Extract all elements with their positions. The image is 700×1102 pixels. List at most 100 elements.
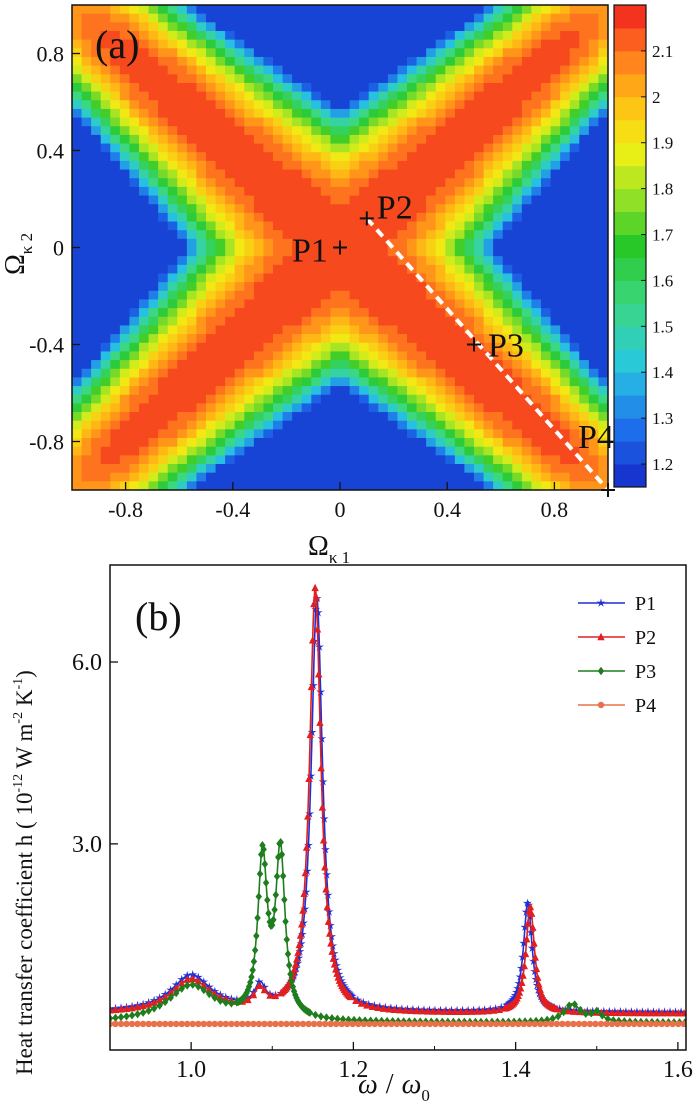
heatmap-cell bbox=[206, 39, 217, 49]
heatmap-cell bbox=[493, 282, 504, 292]
heatmap-cell bbox=[215, 169, 226, 179]
heatmap-cell bbox=[531, 316, 542, 327]
heatmap-cell bbox=[91, 455, 102, 465]
series-marker bbox=[458, 1005, 467, 1015]
heatmap-cell bbox=[206, 212, 217, 223]
heatmap-cell bbox=[129, 360, 140, 370]
heatmap-cell bbox=[234, 420, 245, 430]
heatmap-cell bbox=[167, 273, 178, 283]
heatmap-cell bbox=[340, 48, 351, 58]
heatmap-cell bbox=[196, 117, 207, 127]
series-marker bbox=[156, 1001, 163, 1010]
heatmap-cell bbox=[225, 299, 236, 309]
heatmap-cell bbox=[531, 273, 542, 283]
series-marker bbox=[317, 734, 327, 743]
heatmap-cell bbox=[330, 368, 341, 379]
heatmap-cell bbox=[426, 429, 437, 439]
heatmap-cell bbox=[186, 290, 198, 301]
heatmap-cell bbox=[502, 472, 513, 482]
heatmap-cell bbox=[330, 481, 341, 490]
series-marker bbox=[144, 1000, 153, 1008]
heatmap-cell bbox=[320, 446, 332, 456]
heatmap-cell bbox=[167, 74, 178, 84]
heatmap-cell bbox=[359, 290, 370, 301]
heatmap-cell bbox=[139, 160, 150, 171]
heatmap-cell bbox=[273, 377, 284, 387]
heatmap-cell bbox=[407, 39, 418, 49]
heatmap-cell bbox=[579, 429, 590, 439]
heatmap-cell bbox=[263, 56, 274, 67]
heatmap-cell bbox=[100, 178, 111, 188]
heatmap-cell bbox=[598, 299, 608, 309]
heatmap-cell bbox=[454, 273, 466, 283]
heatmap-cell bbox=[579, 178, 590, 188]
heatmap-cell bbox=[340, 325, 351, 335]
heatmap-cell bbox=[416, 351, 427, 361]
heatmap-cell bbox=[512, 342, 523, 353]
heatmap-cell bbox=[426, 299, 437, 309]
heatmap-cell bbox=[454, 481, 466, 490]
heatmap-cell bbox=[445, 412, 456, 422]
heatmap-cell bbox=[206, 429, 217, 439]
heatmap-cell bbox=[569, 481, 580, 490]
heatmap-cell bbox=[72, 65, 83, 75]
heatmap-cell bbox=[397, 30, 408, 41]
heatmap-cell bbox=[416, 299, 427, 309]
heatmap-cell bbox=[292, 169, 303, 179]
heatmap-cell bbox=[206, 221, 217, 231]
heatmap-cell bbox=[588, 221, 600, 231]
heatmap-cell bbox=[598, 126, 608, 136]
heatmap-cell bbox=[521, 169, 533, 179]
heatmap-cell bbox=[550, 334, 561, 344]
heatmap-cell bbox=[119, 308, 131, 318]
heatmap-cell bbox=[579, 143, 590, 153]
heatmap-cell bbox=[311, 264, 322, 275]
heatmap-cell bbox=[483, 438, 494, 448]
heatmap-cell bbox=[349, 152, 360, 162]
heatmap-cell bbox=[464, 377, 475, 387]
heatmap-cell bbox=[493, 420, 504, 430]
heatmap-cell bbox=[234, 108, 245, 119]
heatmap-cell bbox=[340, 65, 351, 75]
series-marker bbox=[272, 1020, 279, 1028]
heatmap-cell bbox=[282, 82, 293, 93]
heatmap-cell bbox=[215, 160, 226, 171]
heatmap-cell bbox=[454, 195, 466, 205]
heatmap-cell bbox=[292, 282, 303, 292]
series-marker bbox=[625, 1020, 632, 1028]
panel-b-frame bbox=[109, 564, 687, 1051]
heatmap-cell bbox=[445, 30, 456, 41]
heatmap-cell bbox=[531, 377, 542, 387]
heatmap-cell bbox=[560, 74, 571, 84]
heatmap-cell bbox=[292, 420, 303, 430]
heatmap-cell bbox=[263, 308, 274, 318]
heatmap-cell bbox=[158, 282, 169, 292]
colorbar-segment bbox=[614, 372, 646, 396]
heatmap-cell bbox=[569, 256, 580, 266]
heatmap-cell bbox=[167, 394, 178, 404]
heatmap-cell bbox=[330, 212, 341, 223]
heatmap-cell bbox=[340, 282, 351, 292]
heatmap-cell bbox=[320, 195, 332, 205]
heatmap-cell bbox=[110, 91, 121, 101]
heatmap-cell bbox=[129, 282, 140, 292]
heatmap-cell bbox=[474, 256, 485, 266]
heatmap-cell bbox=[100, 360, 111, 370]
heatmap-cell bbox=[139, 394, 150, 404]
heatmap-cell bbox=[311, 212, 322, 223]
heatmap-cell bbox=[196, 264, 207, 275]
heatmap-cell bbox=[320, 186, 332, 197]
series-marker bbox=[305, 1020, 312, 1028]
heatmap-cell bbox=[234, 169, 245, 179]
series-marker bbox=[680, 1020, 686, 1028]
heatmap-cell bbox=[234, 65, 245, 75]
heatmap-cell bbox=[119, 108, 131, 119]
heatmap-cell bbox=[550, 377, 561, 387]
heatmap-cell bbox=[253, 100, 265, 110]
heatmap-cell bbox=[435, 256, 446, 266]
heatmap-cell bbox=[541, 273, 552, 283]
heatmap-cell bbox=[158, 472, 169, 482]
heatmap-cell bbox=[435, 30, 446, 41]
heatmap-cell bbox=[282, 342, 293, 353]
heatmap-cell bbox=[368, 195, 379, 205]
